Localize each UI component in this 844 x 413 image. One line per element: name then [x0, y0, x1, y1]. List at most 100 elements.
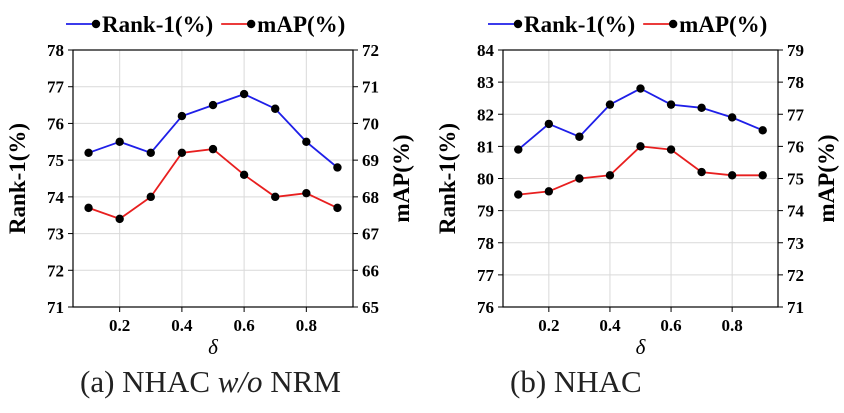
y-tick-label: 82 — [477, 105, 494, 124]
y-tick-label: 78 — [47, 41, 64, 60]
data-point — [115, 137, 124, 146]
y-tick-label: 75 — [47, 151, 64, 170]
x-tick-label: 0.2 — [538, 316, 559, 335]
caption-a-suffix: NRM — [262, 364, 341, 399]
caption-a-italic: w/o — [217, 364, 263, 399]
x-axis-label: δ — [636, 335, 647, 359]
series-line-2 — [518, 145, 763, 196]
data-point — [177, 111, 187, 121]
y2-tick-label: 69 — [362, 151, 379, 170]
y2-tick-label: 72 — [362, 41, 379, 60]
data-point — [208, 100, 218, 110]
y2-tick-label: 66 — [362, 261, 379, 280]
data-point — [177, 148, 187, 157]
x-tick-label: 0.8 — [722, 316, 743, 335]
x-tick-label: 0.8 — [296, 316, 317, 335]
y-tick-label: 81 — [477, 137, 494, 156]
chart-panel-1: 71 72 73 74 75 76 77 78 65 66 67 68 69 70 71 72 0.2 0.4 0.… — [5, 12, 414, 359]
data-point — [208, 144, 218, 154]
data-point — [575, 132, 584, 141]
y2-tick-label: 65 — [362, 298, 379, 317]
legend-label-1: Rank-1(%) — [102, 12, 213, 37]
data-point — [146, 192, 155, 202]
y2-tick-label: 74 — [787, 202, 805, 221]
legend-label-1: Rank-1(%) — [524, 12, 635, 37]
y-tick-label: 84 — [477, 41, 495, 60]
data-point — [333, 163, 342, 172]
legend-marker-2 — [668, 19, 678, 29]
data-point — [146, 148, 155, 157]
data-point — [239, 170, 249, 180]
data-point — [514, 145, 523, 154]
series-line-1 — [517, 87, 764, 151]
data-point — [333, 203, 342, 213]
data-point — [514, 190, 523, 199]
legend-marker-1 — [91, 19, 101, 29]
caption-b-prefix: (b) NHAC — [510, 364, 642, 399]
x-tick-label: 0.4 — [599, 316, 621, 335]
data-point — [84, 203, 93, 213]
data-point — [115, 214, 124, 224]
y2-tick-label: 72 — [787, 266, 804, 285]
caption-b: (b) NHAC — [510, 364, 642, 400]
legend-marker-2 — [246, 19, 256, 29]
charts-svg: 71 72 73 74 75 76 77 78 65 66 67 68 69 70 71 72 0.2 0.4 0.… — [5, 12, 839, 359]
y2-tick-label: 77 — [787, 105, 805, 124]
x-tick-label: 0.4 — [171, 316, 193, 335]
y2-tick-label: 71 — [787, 298, 804, 317]
data-point — [575, 174, 584, 183]
x-tick-label: 0.2 — [109, 316, 130, 335]
chart-panel-2: 76 77 78 79 80 81 82 83 84 71 72 73 74 75 76 77 78 79 0.2 0… — [435, 12, 839, 359]
data-point — [239, 89, 249, 99]
y-tick-label: 76 — [477, 298, 494, 317]
data-point — [727, 171, 737, 180]
legend-marker-1 — [513, 19, 523, 29]
y2-tick-label: 70 — [362, 114, 379, 133]
data-point — [636, 84, 645, 93]
plot-frame — [72, 49, 354, 308]
y-tick-label: 83 — [477, 73, 494, 92]
y-tick-label: 76 — [47, 114, 64, 133]
data-point — [697, 167, 706, 177]
legend-label-2: mAP(%) — [679, 12, 767, 37]
y2-tick-label: 68 — [362, 188, 379, 207]
y-tick-label: 77 — [47, 78, 65, 97]
y-axis-label: Rank-1(%) — [5, 123, 30, 234]
y-tick-label: 71 — [47, 298, 64, 317]
legend-label-2: mAP(%) — [257, 12, 345, 37]
y-tick-label: 77 — [477, 266, 495, 285]
y2-tick-label: 71 — [362, 78, 379, 97]
data-point — [544, 187, 554, 196]
y2-tick-label: 78 — [787, 73, 804, 92]
y2-tick-label: 67 — [362, 225, 380, 244]
y2-tick-label: 76 — [787, 137, 804, 156]
data-point — [605, 100, 615, 109]
y2-axis-label: mAP(%) — [814, 134, 839, 222]
x-tick-label: 0.6 — [233, 316, 254, 335]
y-tick-label: 79 — [477, 202, 494, 221]
data-point — [636, 142, 645, 151]
y-axis-label: Rank-1(%) — [435, 123, 460, 234]
data-point — [727, 113, 737, 122]
y-tick-label: 80 — [477, 170, 494, 189]
data-point — [666, 145, 676, 154]
data-point — [271, 104, 280, 113]
y2-tick-label: 75 — [787, 170, 804, 189]
x-tick-label: 0.6 — [660, 316, 681, 335]
y2-tick-label: 79 — [787, 41, 804, 60]
data-point — [544, 119, 554, 129]
y-tick-label: 72 — [47, 261, 64, 280]
data-point — [605, 171, 615, 180]
y-tick-label: 74 — [47, 188, 65, 207]
x-axis-label: δ — [208, 335, 219, 359]
y2-axis-label: mAP(%) — [389, 134, 414, 222]
data-point — [302, 137, 311, 146]
data-point — [697, 103, 706, 113]
data-point — [758, 126, 767, 135]
series-line-2 — [88, 148, 338, 220]
data-point — [271, 192, 280, 202]
data-point — [758, 171, 767, 180]
data-point — [302, 188, 311, 198]
caption-a-prefix: (a) NHAC — [80, 364, 218, 399]
y2-tick-label: 73 — [787, 234, 804, 253]
